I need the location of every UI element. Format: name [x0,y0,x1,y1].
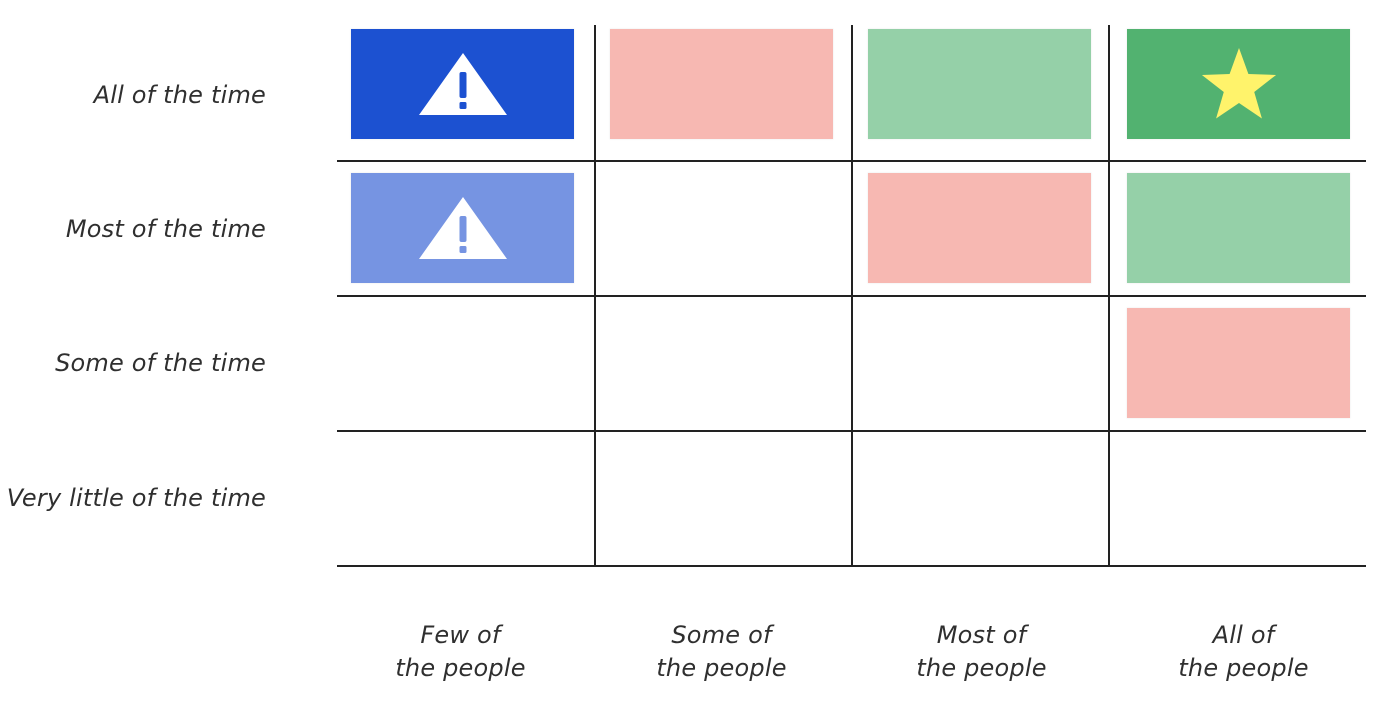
col-label-all-of-the-people: All of the people [1115,619,1372,685]
grid-line-v1 [594,25,596,566]
cell-some-of-the-time-all-people [1127,308,1350,418]
col-label-some-of-the-people: Some of the people [593,619,850,685]
row-label-some-of-the-time: Some of the time [55,349,266,377]
cell-all-of-the-time-most-people [868,29,1091,139]
row-label-most-of-the-time: Most of the time [65,215,266,243]
col-label-line2: the people [916,654,1047,682]
cell-all-of-the-time-some-people [610,29,833,139]
row-label-very-little-of-the-time: Very little of the time [6,484,266,512]
star-icon [1201,48,1276,119]
warning-icon [418,197,507,259]
col-label-most-of-the-people: Most of the people [853,619,1110,685]
col-label-line1: Few of [420,621,501,649]
row-label-all-of-the-time: All of the time [93,81,266,109]
col-label-line2: the people [656,654,787,682]
grid-line-v2 [851,25,853,566]
warning-icon [418,53,507,115]
cell-most-of-the-time-most-people [868,173,1091,283]
col-label-line1: All of [1212,621,1275,649]
cell-most-of-the-time-few-people [351,173,574,283]
cell-all-of-the-time-all-people [1127,29,1350,139]
col-label-few-of-the-people: Few of the people [332,619,589,685]
col-label-line1: Most of [936,621,1027,649]
cell-all-of-the-time-few-people [351,29,574,139]
cell-most-of-the-time-all-people [1127,173,1350,283]
col-label-line2: the people [1178,654,1309,682]
col-label-line2: the people [395,654,526,682]
col-label-line1: Some of [671,621,772,649]
grid-line-v3 [1108,25,1110,566]
